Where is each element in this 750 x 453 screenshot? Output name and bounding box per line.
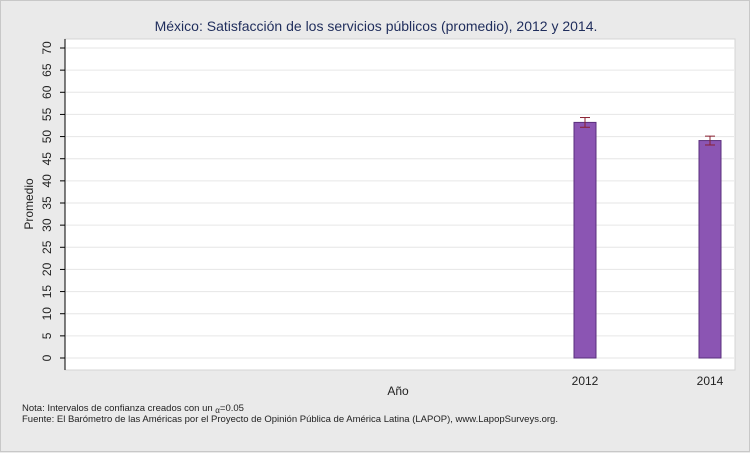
y-tick-label: 65 xyxy=(40,63,54,77)
y-tick-label: 0 xyxy=(40,354,54,361)
y-axis-label: Promedio xyxy=(22,178,36,230)
x-axis: 2012 2014 xyxy=(572,374,724,388)
y-tick-label: 60 xyxy=(40,85,54,99)
plot-area xyxy=(64,38,736,371)
note-prefix: Nota: Intervalos de confianza creados co… xyxy=(22,403,215,414)
note-suffix: =0.05 xyxy=(220,403,244,414)
y-tick-label: 70 xyxy=(40,41,54,55)
y-tick-label: 30 xyxy=(40,218,54,232)
bar xyxy=(573,121,597,359)
y-tick-label: 15 xyxy=(40,285,54,299)
bars xyxy=(573,117,722,359)
y-axis: 0 5 10 15 20 25 30 35 40 45 50 55 60 65 70 xyxy=(40,39,66,370)
y-tick-label: 40 xyxy=(40,174,54,188)
source-text: Fuente: El Barómetro de las Américas por… xyxy=(22,414,558,425)
gridlines xyxy=(66,47,734,359)
y-tick-label: 45 xyxy=(40,152,54,166)
x-axis-label: Año xyxy=(387,384,409,398)
y-tick-label: 55 xyxy=(40,107,54,121)
x-tick-label: 2014 xyxy=(697,374,724,388)
y-tick-label: 35 xyxy=(40,196,54,210)
y-tick-label: 10 xyxy=(40,307,54,321)
chart-title: México: Satisfacción de los servicios pú… xyxy=(155,18,598,34)
y-tick-label: 50 xyxy=(40,130,54,144)
y-tick-label: 25 xyxy=(40,240,54,254)
bar xyxy=(698,140,722,359)
y-tick-label: 20 xyxy=(40,262,54,276)
note-text: Nota: Intervalos de confianza creados co… xyxy=(22,403,244,415)
y-tick-label: 5 xyxy=(40,332,54,339)
note-alpha: α xyxy=(215,406,220,415)
x-tick-label: 2012 xyxy=(572,374,599,388)
